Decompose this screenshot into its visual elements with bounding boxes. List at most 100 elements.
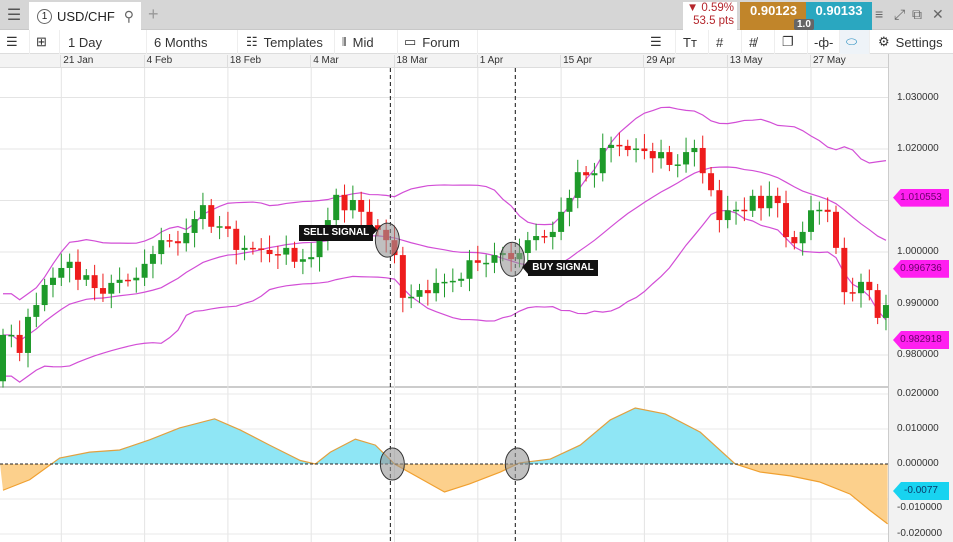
candle[interactable]	[333, 194, 340, 221]
candle[interactable]	[641, 148, 648, 152]
candle[interactable]	[424, 290, 431, 294]
candle[interactable]	[249, 247, 256, 250]
candle[interactable]	[216, 226, 223, 228]
candle[interactable]	[574, 172, 581, 198]
candle[interactable]	[374, 225, 381, 230]
candle[interactable]	[66, 261, 73, 268]
candle[interactable]	[624, 145, 631, 151]
candle[interactable]	[808, 210, 815, 232]
candle[interactable]	[816, 209, 823, 212]
price-axis[interactable]	[888, 54, 953, 542]
candle[interactable]	[649, 151, 656, 159]
candle[interactable]	[141, 263, 148, 278]
drawing-tools-icon[interactable]: #̸	[743, 30, 775, 54]
candle[interactable]	[266, 249, 273, 255]
candle[interactable]	[533, 236, 540, 241]
candle[interactable]	[408, 296, 415, 299]
candle[interactable]	[58, 267, 65, 278]
candle[interactable]	[199, 205, 206, 220]
price-label-icon[interactable]: ⬭	[840, 30, 870, 54]
candle[interactable]	[633, 148, 640, 151]
candle[interactable]	[466, 260, 473, 279]
expand-icon[interactable]: ⤢	[894, 6, 906, 22]
search-icon[interactable]: ⚲	[123, 8, 135, 24]
candle[interactable]	[91, 275, 98, 289]
interval-select[interactable]: 1 Day	[62, 30, 147, 54]
candle[interactable]	[616, 144, 623, 147]
candle[interactable]	[658, 152, 665, 159]
candle[interactable]	[16, 334, 23, 353]
candle[interactable]	[483, 262, 490, 265]
candle[interactable]	[191, 219, 198, 233]
drag-handle-icon[interactable]: ≡	[875, 6, 884, 22]
templates-button[interactable]: ☷ Templates	[240, 30, 335, 54]
candle[interactable]	[149, 254, 156, 264]
candle[interactable]	[608, 144, 615, 148]
candle[interactable]	[441, 281, 448, 284]
candle[interactable]	[49, 277, 56, 285]
candle[interactable]	[449, 280, 456, 283]
candle[interactable]	[341, 194, 348, 211]
candle[interactable]	[458, 278, 465, 281]
candle[interactable]	[874, 290, 881, 318]
candle[interactable]	[766, 195, 773, 209]
range-select[interactable]: 6 Months	[148, 30, 238, 54]
candle[interactable]	[708, 173, 715, 191]
candle[interactable]	[524, 240, 531, 254]
candle[interactable]	[857, 281, 864, 294]
menu-icon[interactable]: ☰	[6, 7, 22, 24]
candle[interactable]	[491, 255, 498, 263]
candle[interactable]	[158, 240, 165, 255]
candle[interactable]	[316, 240, 323, 258]
candle[interactable]	[183, 232, 190, 244]
indicators-icon[interactable]: ☰	[644, 30, 676, 54]
candle[interactable]	[791, 237, 798, 244]
candle[interactable]	[758, 195, 765, 209]
candle[interactable]	[599, 147, 606, 174]
candle[interactable]	[866, 281, 873, 291]
candle[interactable]	[799, 231, 806, 244]
price-type-button[interactable]: ⫼ Mid	[336, 30, 398, 54]
candle[interactable]	[116, 279, 123, 283]
candle[interactable]	[683, 152, 690, 165]
candle[interactable]	[416, 290, 423, 297]
candle[interactable]	[833, 211, 839, 248]
candle[interactable]	[233, 228, 240, 250]
candle[interactable]	[666, 152, 673, 165]
candle[interactable]	[41, 284, 48, 306]
add-tab-button[interactable]: +	[148, 4, 159, 24]
candle[interactable]	[691, 147, 698, 153]
candle[interactable]	[716, 190, 723, 221]
text-size-icon[interactable]: Tт	[677, 30, 709, 54]
settings-button[interactable]: ⚙ Settings	[872, 30, 953, 54]
layout-icon[interactable]: ⊞	[30, 30, 60, 54]
grid-icon[interactable]: #	[710, 30, 742, 54]
candle[interactable]	[549, 231, 556, 238]
candle[interactable]	[133, 277, 140, 281]
candle[interactable]	[299, 259, 306, 262]
candle[interactable]	[174, 241, 181, 244]
candle[interactable]	[349, 199, 356, 211]
candle[interactable]	[308, 257, 315, 260]
candle[interactable]	[358, 199, 365, 212]
candle[interactable]	[124, 279, 131, 282]
candle[interactable]	[674, 164, 681, 166]
candle[interactable]	[8, 334, 15, 337]
candle[interactable]	[591, 173, 598, 176]
candle[interactable]	[474, 260, 481, 263]
candle[interactable]	[724, 210, 731, 221]
candle[interactable]	[224, 226, 231, 229]
candle[interactable]	[83, 275, 90, 280]
candle[interactable]	[0, 334, 6, 382]
candle[interactable]	[849, 292, 856, 294]
candle[interactable]	[541, 236, 548, 238]
candle[interactable]	[824, 209, 831, 212]
windows-icon[interactable]: ❐	[776, 30, 808, 54]
candle[interactable]	[274, 254, 281, 256]
candle[interactable]	[166, 240, 173, 242]
candle[interactable]	[241, 247, 248, 250]
candle[interactable]	[283, 247, 290, 255]
candle[interactable]	[882, 305, 889, 318]
candle[interactable]	[366, 211, 373, 226]
